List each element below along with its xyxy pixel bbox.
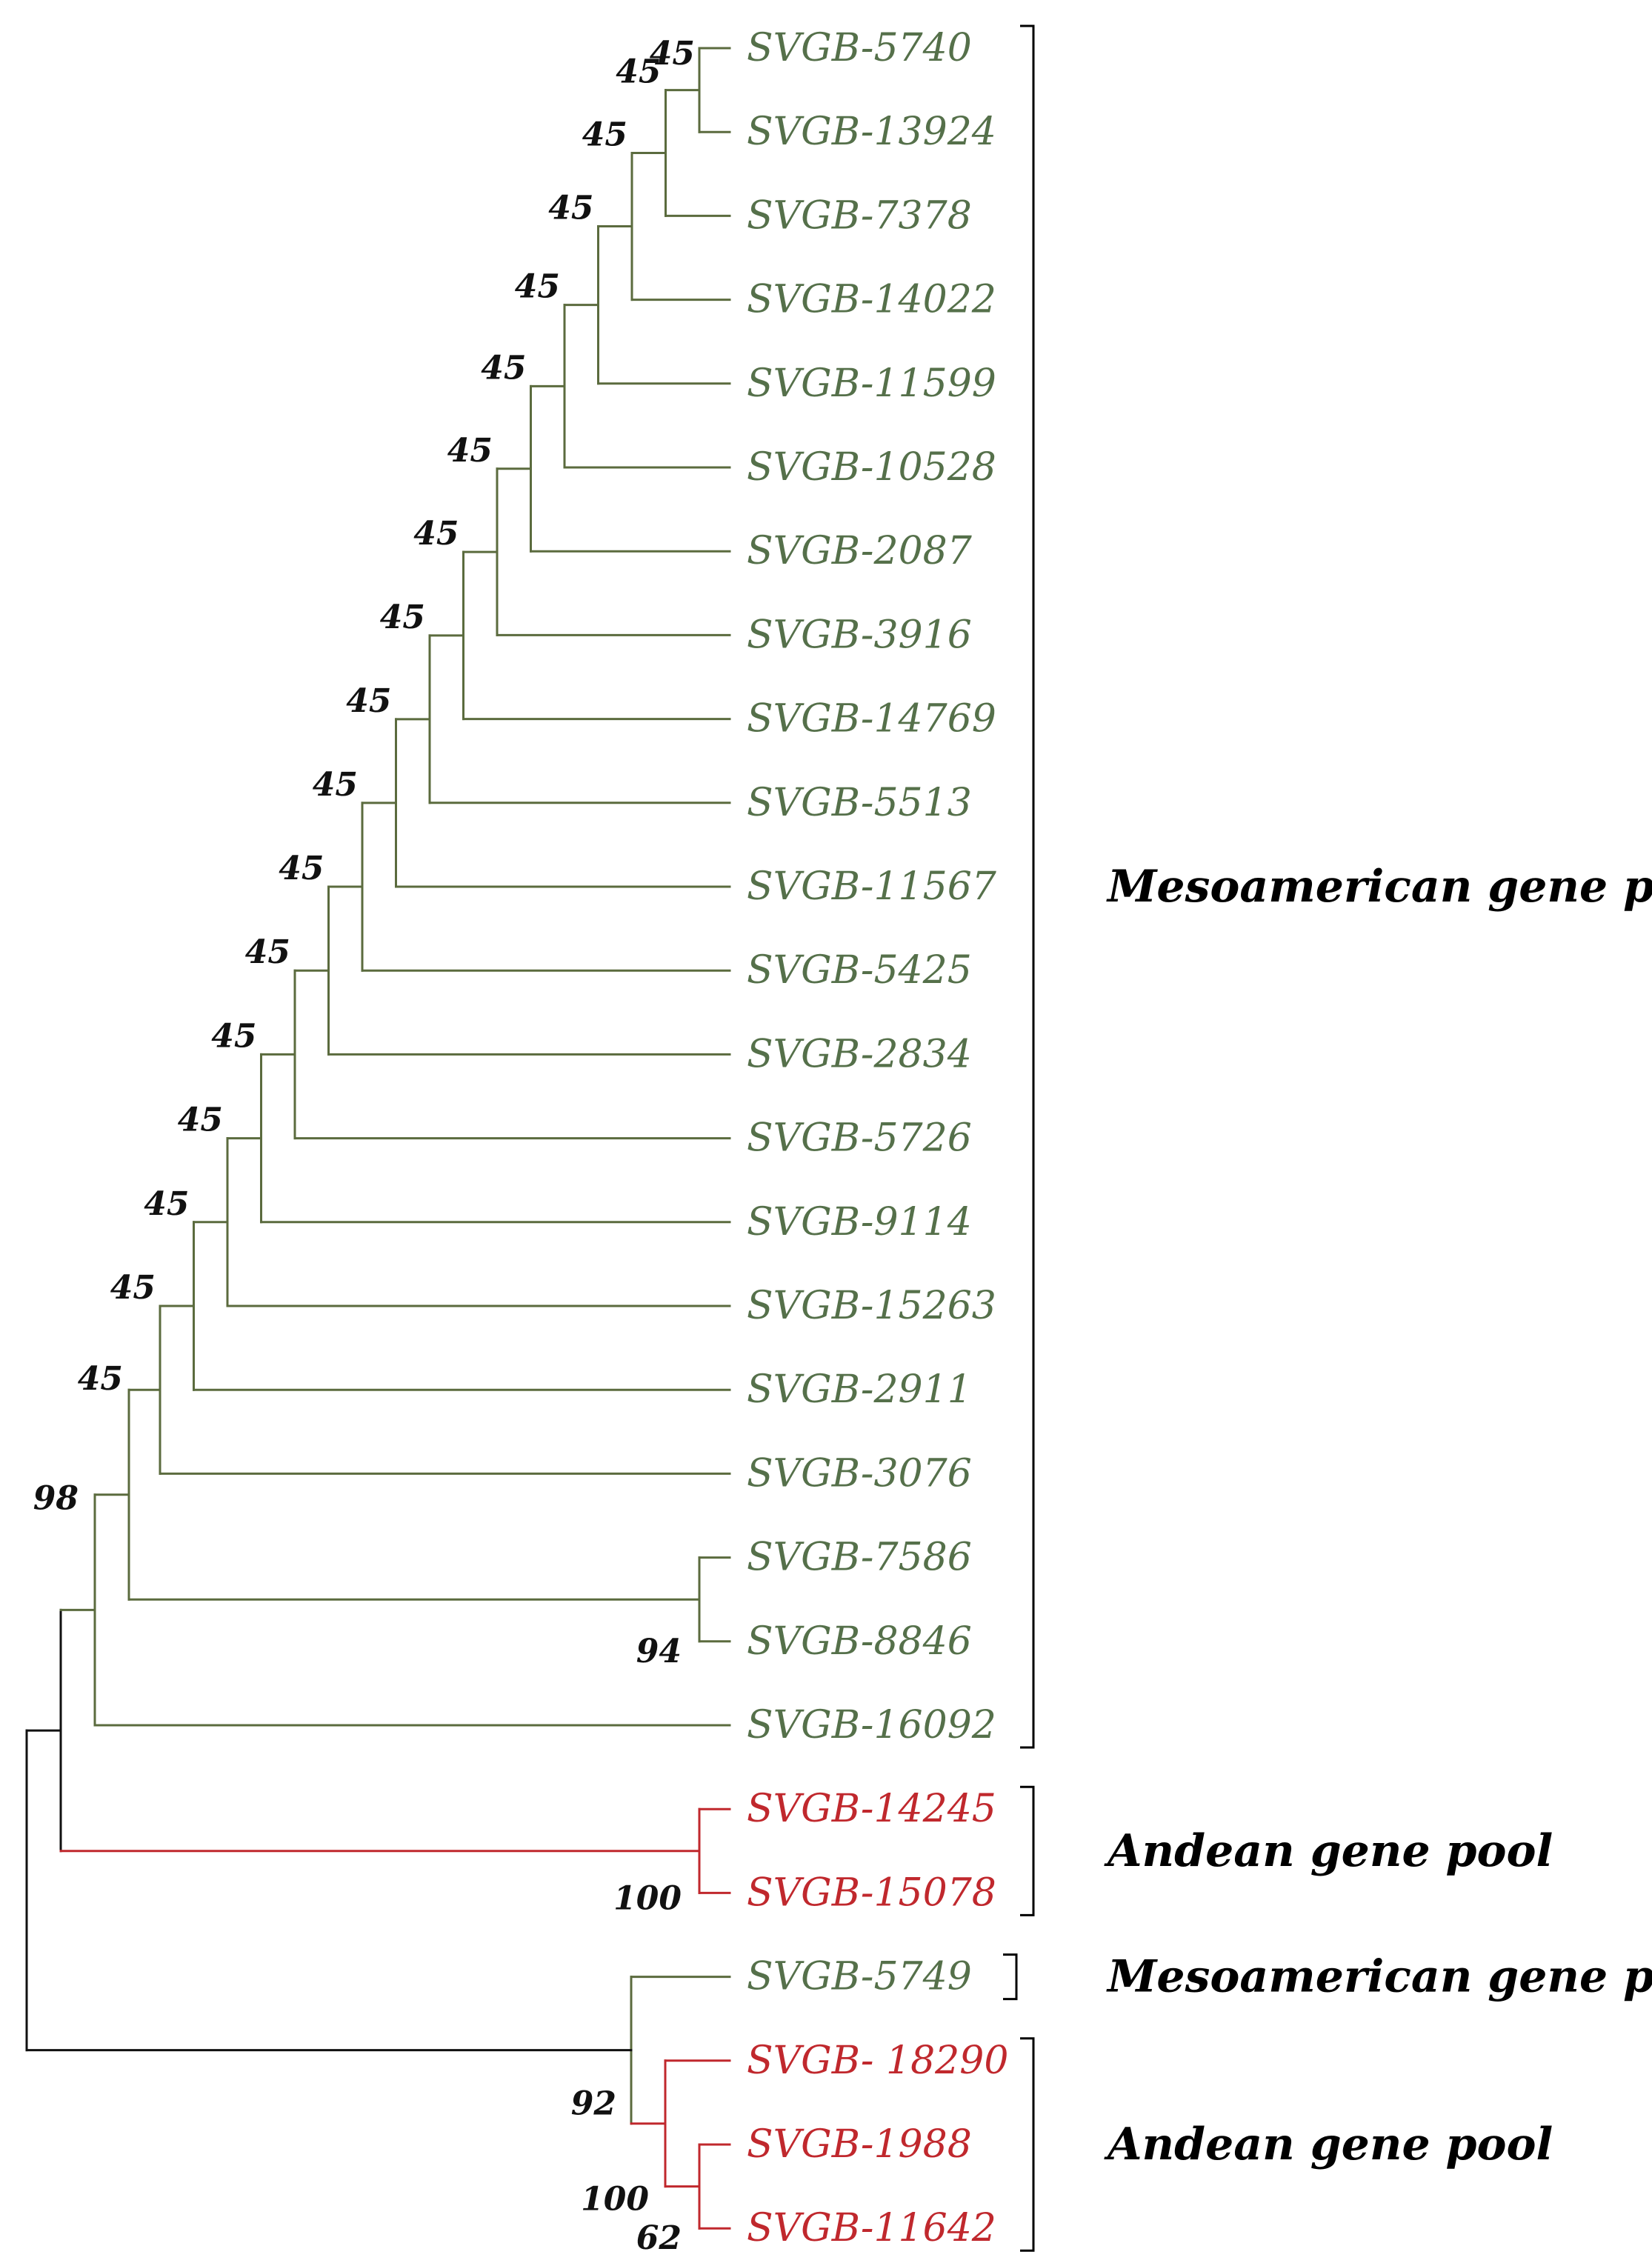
leaf-label: SVGB-13924 [747,110,996,154]
bootstrap-value: 45 [481,349,526,387]
leaf-label: SVGB-11642 [747,2206,996,2250]
bootstrap-value: 45 [178,1102,223,1139]
leaf-label: SVGB-14769 [747,697,996,742]
bootstrap-value: 45 [515,268,560,306]
bootstrap-value: 45 [616,53,661,91]
leaf-label: SVGB-5740 [747,26,972,70]
leaf-label: SVGB-11567 [747,864,997,909]
tree-edges [25,47,731,2230]
bootstrap-value: 100 [613,1879,682,1917]
bootstrap-value: 45 [279,850,324,887]
leaf-label: SVGB-11599 [747,361,996,406]
leaf-label: SVGB-16092 [747,1703,996,1747]
leaf-labels: SVGB-5740 SVGB-13924 SVGB-7378 SVGB-14022 SV… [747,26,1008,2250]
leaf-label: SVGB-5425 [747,948,972,993]
bootstrap-labels: 4545454545454545454545454545454545944598… [33,35,695,2257]
leaf-label: SVGB-3916 [747,613,972,657]
gene-pool-groups: Mesoamerican gene pool Andean gene pool Me… [1003,24,1652,2252]
leaf-label: SVGB-5513 [747,781,972,825]
group-bracket [1020,2037,1035,2252]
group-bracket [1020,24,1035,1749]
bootstrap-value: 45 [346,682,391,720]
group-bracket [1020,1785,1035,1916]
leaf-label: SVGB-8846 [747,1619,972,1664]
bootstrap-value: 45 [548,190,593,227]
leaf-label: SVGB-2911 [747,1367,972,1412]
bootstrap-value: 45 [78,1360,123,1398]
leaf-label: SVGB-7586 [747,1536,972,1580]
bootstrap-value: 94 [636,1633,682,1670]
leaf-label: SVGB-5749 [747,1955,972,1999]
leaf-label: SVGB-7378 [747,193,972,238]
leaf-label: SVGB-1988 [747,2122,972,2167]
gene-pool-label: Mesoamerican gene pool [1106,861,1652,913]
leaf-label: SVGB-2087 [747,529,973,573]
group-bracket [1003,1953,1018,2001]
bootstrap-value: 45 [313,766,358,804]
gene-pool-label: Andean gene pool [1104,2119,1553,2170]
leaf-label: SVGB-15078 [747,1870,996,1915]
bootstrap-value: 100 [581,2181,649,2219]
bootstrap-value: 45 [245,933,290,971]
bootstrap-value: 45 [413,515,459,553]
leaf-label: SVGB-14245 [747,1787,996,1831]
leaf-label: SVGB-15263 [747,1284,996,1328]
bootstrap-value: 45 [110,1269,156,1307]
leaf-label: SVGB-5726 [747,1116,972,1161]
bootstrap-value: 45 [144,1185,189,1223]
bootstrap-value: 62 [636,2219,682,2257]
gene-pool-label: Andean gene pool [1104,1825,1553,1877]
leaf-label: SVGB-10528 [747,445,996,490]
bootstrap-value: 45 [380,599,425,636]
bootstrap-value: 45 [211,1017,256,1055]
leaf-label: SVGB-9114 [747,1200,972,1244]
bootstrap-value: 45 [447,432,493,470]
leaf-label: SVGB-14022 [747,278,996,322]
leaf-label: SVGB- 18290 [747,2039,1008,2083]
bootstrap-value: 45 [582,116,627,154]
bootstrap-value: 92 [571,2085,616,2123]
bootstrap-value: 45 [650,35,695,73]
gene-pool-label: Mesoamerican gene pool [1106,1951,1652,2003]
bootstrap-value: 98 [33,1480,79,1518]
leaf-label: SVGB-3076 [747,1451,972,1496]
leaf-label: SVGB-2834 [747,1032,972,1076]
